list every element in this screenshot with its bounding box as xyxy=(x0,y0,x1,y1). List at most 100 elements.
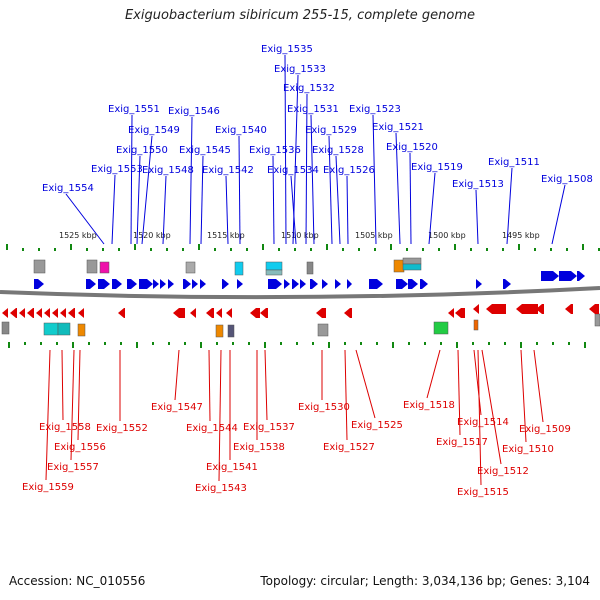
scale-tick xyxy=(88,342,90,345)
gene-arrow-reverse xyxy=(344,308,352,318)
leader-line xyxy=(238,135,241,245)
feature-box xyxy=(77,323,86,337)
leader-line xyxy=(61,349,64,421)
scale-tick xyxy=(262,244,264,250)
leader-line xyxy=(551,184,566,245)
gene-arrow-reverse xyxy=(448,308,454,318)
leader-line xyxy=(162,175,167,245)
leader-line xyxy=(506,167,513,245)
scale-tick xyxy=(294,248,296,251)
leader-line xyxy=(70,349,75,461)
gene-label-top: Exig_1529 xyxy=(305,125,357,136)
gene-arrow-reverse xyxy=(2,308,8,318)
leader-line xyxy=(473,349,482,416)
gene-label-bottom: Exig_1512 xyxy=(477,466,529,477)
gene-arrow-forward xyxy=(322,279,328,289)
leader-line xyxy=(328,135,333,245)
gene-arrow-reverse xyxy=(536,304,544,314)
scale-tick xyxy=(214,248,216,251)
gene-label-top: Exig_1519 xyxy=(411,162,463,173)
gene-arrow-reverse xyxy=(27,308,34,318)
leader-line xyxy=(346,175,349,245)
scale-tick xyxy=(246,248,248,251)
gene-arrow-forward xyxy=(222,279,229,289)
scale-tick xyxy=(424,342,426,345)
gene-label-top: Exig_1508 xyxy=(541,174,593,185)
leader-line xyxy=(457,349,461,436)
feature-box xyxy=(1,321,10,335)
gene-arrow-forward xyxy=(183,279,191,289)
gene-arrow-forward xyxy=(577,271,585,281)
scale-tick xyxy=(568,342,570,345)
scale-tick xyxy=(406,248,408,251)
feature-box xyxy=(265,261,283,271)
gene-label-bottom: Exig_1518 xyxy=(403,400,455,411)
gene-label-top: Exig_1532 xyxy=(283,83,335,94)
gene-label-top: Exig_1526 xyxy=(323,165,375,176)
scale-tick xyxy=(328,342,330,348)
gene-arrow-reverse xyxy=(52,308,58,318)
genome-backbone xyxy=(0,286,600,300)
leader-line xyxy=(355,349,376,419)
scale-tick xyxy=(200,342,202,348)
scale-tick xyxy=(504,342,506,345)
leader-line xyxy=(292,74,299,245)
scale-tick xyxy=(310,248,312,251)
scale-tick xyxy=(184,342,186,345)
scale-tick xyxy=(520,342,522,348)
gene-arrow-reverse xyxy=(455,308,465,318)
gene-arrow-forward xyxy=(310,279,318,289)
gene-label-bottom: Exig_1530 xyxy=(298,402,350,413)
scale-tick xyxy=(422,248,424,251)
gene-label-bottom: Exig_1525 xyxy=(351,420,403,431)
leader-line xyxy=(533,349,544,423)
leader-line xyxy=(284,54,287,245)
gene-arrow-forward xyxy=(476,279,482,289)
gene-arrow-reverse xyxy=(260,308,268,318)
feature-box xyxy=(57,322,71,336)
scale-tick xyxy=(518,244,520,250)
top-gene-labels: Exig_1554 Exig_1553 Exig_1551 Exig_1550 Exig… xyxy=(42,44,593,194)
feature-box xyxy=(594,313,600,327)
gene-label-bottom: Exig_1517 xyxy=(436,437,488,448)
kbp-label: 1510 kbp xyxy=(281,231,319,240)
gene-label-top: Exig_1542 xyxy=(202,165,254,176)
leader-line xyxy=(225,175,229,245)
leader-line xyxy=(77,349,81,441)
feature-box xyxy=(306,261,314,275)
scale-tick xyxy=(86,248,88,251)
gene-arrow-reverse xyxy=(486,304,506,314)
kbp-label: 1495 kbp xyxy=(502,231,540,240)
feature-box xyxy=(433,321,449,335)
scale-tick xyxy=(472,342,474,345)
scale-tick xyxy=(296,342,298,345)
scale-ticks xyxy=(6,244,600,348)
scale-tick xyxy=(102,248,104,251)
gene-label-top: Exig_1513 xyxy=(452,179,504,190)
gene-label-top: Exig_1546 xyxy=(168,106,220,117)
scale-tick xyxy=(166,248,168,251)
gene-label-top: Exig_1521 xyxy=(372,122,424,133)
leader-line xyxy=(335,155,341,245)
scale-tick xyxy=(8,342,10,348)
gene-label-top: Exig_1511 xyxy=(488,157,540,168)
gene-arrow-reverse xyxy=(60,308,66,318)
scale-tick xyxy=(358,248,360,251)
scale-tick xyxy=(264,342,266,348)
scale-labels: 1525 kbp 1520 kbp 1515 kbp 1510 kbp 1505 kbp… xyxy=(59,231,540,240)
gene-label-bottom: Exig_1514 xyxy=(457,417,509,428)
gene-label-top: Exig_1545 xyxy=(179,145,231,156)
gene-arrow-forward xyxy=(153,279,159,289)
gene-arrow-forward xyxy=(335,279,341,289)
scale-tick xyxy=(278,248,280,251)
scale-tick xyxy=(118,248,120,251)
gene-label-bottom: Exig_1547 xyxy=(151,402,203,413)
scale-tick xyxy=(374,248,376,251)
scale-tick xyxy=(454,244,456,250)
leader-line xyxy=(344,349,348,441)
gene-arrow-forward xyxy=(34,279,44,289)
feature-box xyxy=(86,259,98,274)
gene-label-bottom: Exig_1538 xyxy=(233,442,285,453)
kbp-label: 1505 kbp xyxy=(355,231,393,240)
reverse-genes xyxy=(2,304,599,318)
